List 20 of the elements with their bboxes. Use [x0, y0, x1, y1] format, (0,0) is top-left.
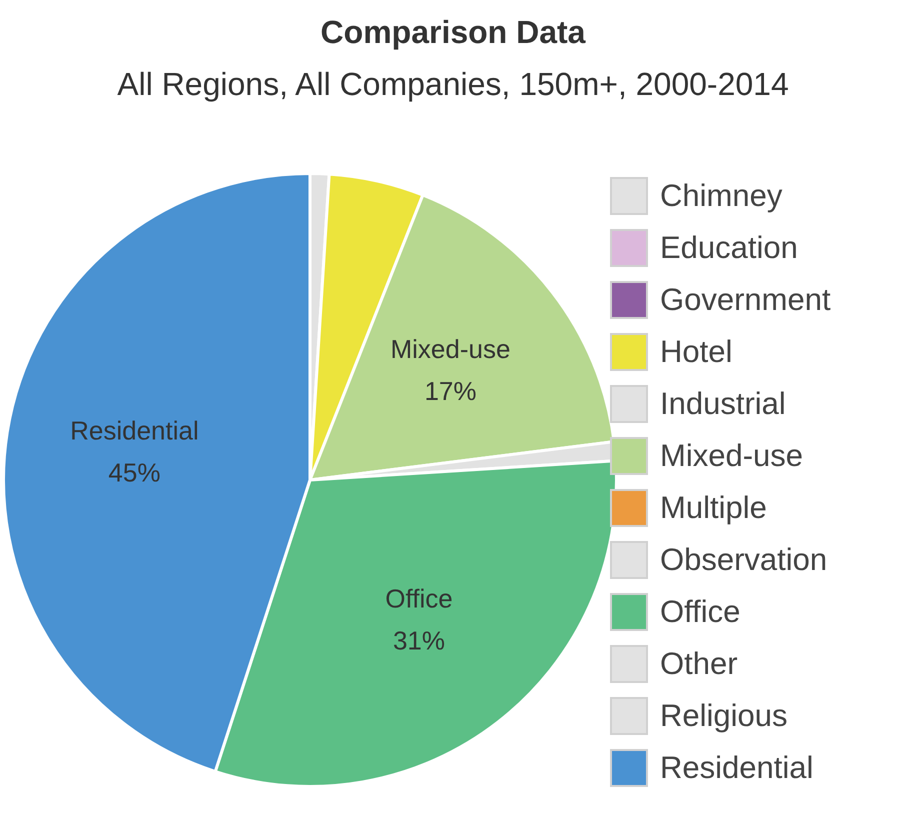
- legend-label: Observation: [660, 542, 828, 578]
- legend-label: Residential: [660, 750, 814, 786]
- slice-label: Office: [385, 584, 453, 614]
- slice-label: Mixed-use: [390, 334, 510, 364]
- legend-label: Multiple: [660, 490, 767, 526]
- legend-label: Chimney: [660, 178, 782, 214]
- data-label: 17%: [424, 376, 476, 406]
- legend-label: Education: [660, 230, 798, 266]
- legend-label: Office: [660, 594, 740, 630]
- data-label: 45%: [108, 457, 160, 488]
- legend-label: Religious: [660, 698, 788, 734]
- slice-label: Residential: [70, 415, 199, 446]
- data-label: 31%: [392, 626, 445, 656]
- chart-subtitle: All Regions, All Companies, 150m+, 2000-2014: [116, 66, 790, 103]
- chart-title: Comparison Data: [320, 14, 587, 51]
- legend-label: Hotel: [660, 334, 732, 370]
- legend-label: Other: [660, 646, 738, 682]
- legend-label: Industrial: [660, 386, 786, 422]
- legend-label: Government: [660, 282, 831, 318]
- legend-label: Mixed-use: [660, 438, 803, 474]
